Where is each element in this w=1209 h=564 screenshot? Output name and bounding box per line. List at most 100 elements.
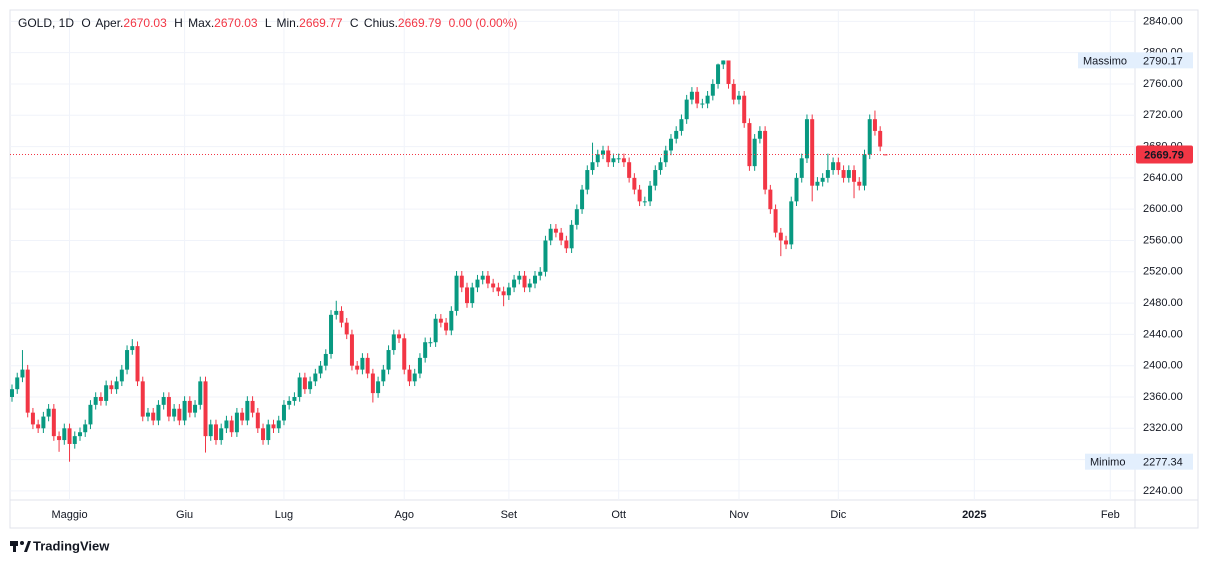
- overlays: 2240.002280.002320.002360.002400.002440.…: [10, 15, 1193, 521]
- candle-body: [41, 416, 46, 429]
- candle-body: [276, 420, 281, 429]
- candle-body: [72, 436, 77, 444]
- candle-body: [213, 424, 218, 441]
- candle-body: [114, 381, 119, 390]
- candle-body: [193, 404, 198, 413]
- candle-body: [668, 138, 673, 151]
- candle-body: [313, 373, 318, 382]
- candle-body: [606, 150, 611, 163]
- candle-body: [15, 377, 20, 390]
- candle-body: [355, 365, 360, 370]
- y-tick-label: 2480.00: [1143, 297, 1183, 309]
- candle-body: [841, 170, 846, 178]
- candle-body: [595, 154, 600, 163]
- candle-body: [736, 95, 741, 100]
- candle-body: [763, 130, 768, 190]
- candle-body: [308, 381, 313, 390]
- candle-body: [731, 83, 736, 100]
- candle-body: [852, 170, 857, 182]
- candle-body: [438, 318, 443, 323]
- marker-box: [1078, 52, 1193, 69]
- candle-body: [20, 369, 25, 378]
- candle-body: [648, 185, 653, 202]
- candle-body: [245, 400, 250, 421]
- candle-body: [485, 275, 490, 284]
- candle-body: [281, 404, 286, 421]
- candle-body: [46, 408, 51, 417]
- candle-body: [574, 209, 579, 225]
- candle-body: [658, 162, 663, 171]
- x-tick-label: Nov: [729, 509, 749, 521]
- candle-body: [62, 428, 67, 441]
- candle-body: [266, 424, 271, 441]
- candle-body: [407, 369, 412, 382]
- candle-body: [569, 224, 574, 249]
- candle-body: [229, 420, 234, 433]
- candle-body: [726, 60, 731, 84]
- candle-body: [444, 322, 449, 331]
- candle-body: [590, 162, 595, 171]
- candle-body: [815, 181, 820, 186]
- candle-body: [161, 397, 166, 405]
- candle-body: [836, 162, 841, 171]
- candle-body: [166, 397, 171, 417]
- candle-body: [878, 130, 883, 147]
- candle-body: [329, 314, 334, 354]
- candle-body: [527, 283, 532, 288]
- legend-key: H: [174, 16, 183, 30]
- candle-body: [804, 119, 809, 159]
- candle-body: [742, 95, 747, 124]
- candle-body: [83, 424, 88, 433]
- x-tick-label: Giu: [176, 509, 193, 521]
- marker-value: 2790.17: [1143, 55, 1183, 67]
- y-tick-label: 2520.00: [1143, 266, 1183, 278]
- candle-body: [585, 170, 590, 190]
- legend-name: Min.: [276, 16, 299, 30]
- candle-body: [182, 400, 187, 421]
- candle-body: [224, 420, 229, 429]
- candle-body: [140, 381, 145, 417]
- candle-body: [611, 158, 616, 163]
- candle-body: [172, 408, 177, 417]
- y-tick-label: 2400.00: [1143, 360, 1183, 372]
- candle-body: [119, 369, 124, 382]
- last-price-label: 2669.79: [1144, 149, 1184, 161]
- candle-body: [250, 400, 255, 413]
- brand: TradingView: [33, 538, 110, 553]
- candle-body: [548, 228, 553, 241]
- y-tick-label: 2720.00: [1143, 109, 1183, 121]
- candle-body: [381, 369, 386, 382]
- candle-body: [130, 346, 135, 351]
- y-tick-label: 2560.00: [1143, 234, 1183, 246]
- candle-body: [428, 342, 433, 344]
- candle-body: [386, 350, 391, 370]
- candle-body: [25, 369, 30, 413]
- candle-body: [705, 95, 710, 104]
- candle-body: [794, 177, 799, 202]
- candle-body: [433, 318, 438, 343]
- candle-body: [538, 271, 543, 276]
- candle-body: [872, 119, 877, 131]
- candle-body: [234, 412, 239, 433]
- candle-body: [376, 381, 381, 394]
- candle-body: [208, 424, 213, 437]
- candle-body: [883, 154, 888, 156]
- x-tick-label: Dic: [830, 509, 846, 521]
- candle-body: [674, 130, 679, 139]
- candle-body: [721, 60, 726, 65]
- marker-name: Massimo: [1083, 55, 1127, 67]
- candle-body: [710, 83, 715, 96]
- candle-body: [51, 408, 56, 437]
- candle-body: [559, 232, 564, 241]
- candle-body: [862, 154, 867, 186]
- y-tick-label: 2840.00: [1143, 15, 1183, 27]
- candle-body: [67, 428, 72, 444]
- candle-body: [501, 291, 506, 296]
- legend-change: 0.00 (0.00%): [449, 16, 518, 30]
- legend-value: 2669.77: [299, 16, 343, 30]
- candle-body: [700, 103, 705, 105]
- candle-body: [365, 357, 370, 374]
- x-tick-label: Set: [501, 509, 518, 521]
- candle-body: [98, 397, 103, 401]
